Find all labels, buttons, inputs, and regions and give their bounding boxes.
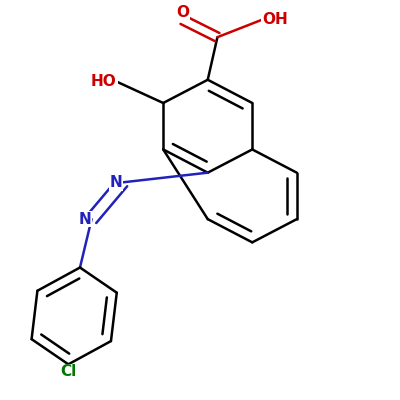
Text: N: N: [79, 212, 92, 227]
Text: HO: HO: [91, 74, 117, 89]
Text: Cl: Cl: [60, 364, 76, 379]
Text: O: O: [176, 5, 189, 20]
Text: N: N: [110, 175, 122, 190]
Text: OH: OH: [262, 12, 288, 27]
